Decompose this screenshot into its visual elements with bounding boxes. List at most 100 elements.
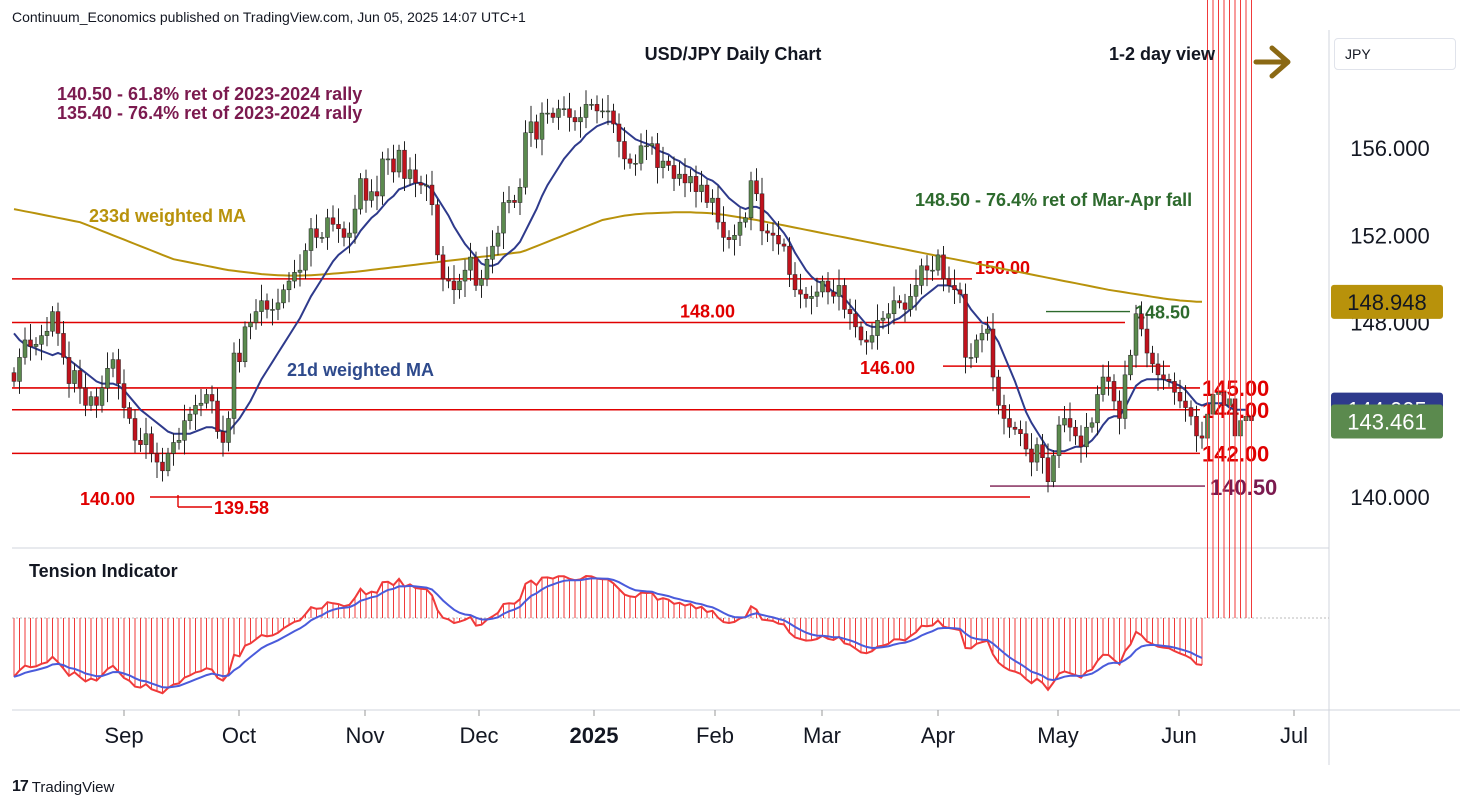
candle-body <box>787 245 792 275</box>
candle-body <box>281 289 286 304</box>
candle-body <box>908 296 913 310</box>
candle-body <box>902 302 908 310</box>
x-tick-label: Feb <box>696 723 734 748</box>
x-tick-label: Apr <box>921 723 955 748</box>
x-tick-label: Dec <box>459 723 498 748</box>
candle-body <box>825 280 831 293</box>
candle-body <box>935 254 941 271</box>
candle-body <box>297 269 303 273</box>
candle-body <box>1023 433 1029 450</box>
candle-body <box>1018 429 1023 434</box>
candle-body <box>545 112 550 115</box>
candle-body <box>809 296 814 299</box>
publisher-header: Continuum_Economics published on Trading… <box>12 9 526 25</box>
candle-body <box>116 359 121 384</box>
candle-body <box>1139 313 1144 330</box>
candle-body <box>765 230 770 234</box>
candle-body <box>831 291 836 297</box>
candle-body <box>583 104 589 118</box>
candle-body <box>1089 422 1095 428</box>
candle-body <box>1029 448 1034 463</box>
candle-body <box>655 143 660 168</box>
candle-body <box>924 265 930 271</box>
fib-annotation-3: 148.50 - 76.4% ret of Mar-Apr fall <box>915 190 1192 210</box>
candle-body <box>677 173 682 179</box>
candle-body <box>413 169 418 184</box>
tension-signal-line <box>13 577 1203 689</box>
level-label: 148.00 <box>680 302 735 322</box>
candle-body <box>737 221 743 236</box>
candle-body <box>946 278 952 286</box>
candle-body <box>754 180 759 195</box>
candle-body <box>880 317 886 321</box>
level-label: 140.00 <box>80 489 135 509</box>
candle-body <box>187 413 193 421</box>
level-label: 140.50 <box>1210 475 1277 500</box>
candle-body <box>473 256 479 286</box>
candle-body <box>1034 444 1040 463</box>
candle-body <box>468 256 473 271</box>
candle-body <box>1144 328 1150 354</box>
candle-body <box>17 357 22 382</box>
fib-annotation-2: 135.40 - 76.4% ret of 2023-2024 rally <box>57 103 362 123</box>
candle-body <box>286 280 292 291</box>
candle-body <box>913 285 919 297</box>
x-tick-label: Jun <box>1161 723 1196 748</box>
candle-body <box>88 396 94 406</box>
candle-body <box>919 265 924 286</box>
candle-body <box>319 237 325 239</box>
candle-body <box>1194 416 1199 437</box>
candle-body <box>974 339 979 358</box>
candle-body <box>396 149 402 173</box>
candle-body <box>627 158 633 164</box>
candle-body <box>77 370 83 389</box>
candle-body <box>440 254 446 280</box>
candle-body <box>1084 426 1089 448</box>
candle-body <box>1111 381 1117 402</box>
candle-body <box>138 440 143 445</box>
currency-label[interactable]: JPY <box>1334 38 1456 70</box>
level-layer: 150.00148.00146.00145.00144.00142.00140.… <box>12 258 1277 518</box>
candle-body <box>1007 418 1012 428</box>
candle-body <box>264 300 270 310</box>
x-tick-label: Nov <box>345 723 384 748</box>
candle-body <box>941 254 946 280</box>
tradingview-logo[interactable]: 17 TradingView <box>12 778 114 796</box>
candle-body <box>154 453 160 463</box>
candle-body <box>649 143 655 147</box>
candle-body <box>792 274 798 291</box>
candle-body <box>292 272 297 282</box>
candle-body <box>710 197 715 203</box>
candle-body <box>39 335 44 345</box>
candle-body <box>127 407 132 419</box>
candle-body <box>1177 392 1183 402</box>
candle-body <box>523 132 528 188</box>
candle-body <box>215 400 220 432</box>
candle-body <box>424 184 429 187</box>
candle-body <box>22 339 28 358</box>
candle-body <box>798 289 803 295</box>
candle-body <box>556 108 561 118</box>
candle-body <box>11 372 17 382</box>
candle-body <box>864 339 869 343</box>
tension-layer <box>13 0 1252 695</box>
candle-body <box>149 433 154 454</box>
candle-body <box>572 117 578 123</box>
candle-body <box>446 278 451 282</box>
candle-body <box>462 269 468 282</box>
price-tag-ma233 <box>1331 284 1443 319</box>
candle-body <box>407 169 413 179</box>
candle-body <box>374 191 380 197</box>
candle-body <box>842 285 847 310</box>
candle-body <box>1067 418 1073 428</box>
price-tag-label: 148.948 <box>1347 290 1427 315</box>
candle-body <box>666 160 671 166</box>
candle-body <box>1012 426 1018 430</box>
y-tick-label: 156.000 <box>1350 136 1430 161</box>
candle-body <box>638 145 644 164</box>
candle-body <box>358 178 363 210</box>
candle-body <box>550 112 556 118</box>
candle-body <box>633 163 638 165</box>
candle-body <box>1001 405 1007 419</box>
